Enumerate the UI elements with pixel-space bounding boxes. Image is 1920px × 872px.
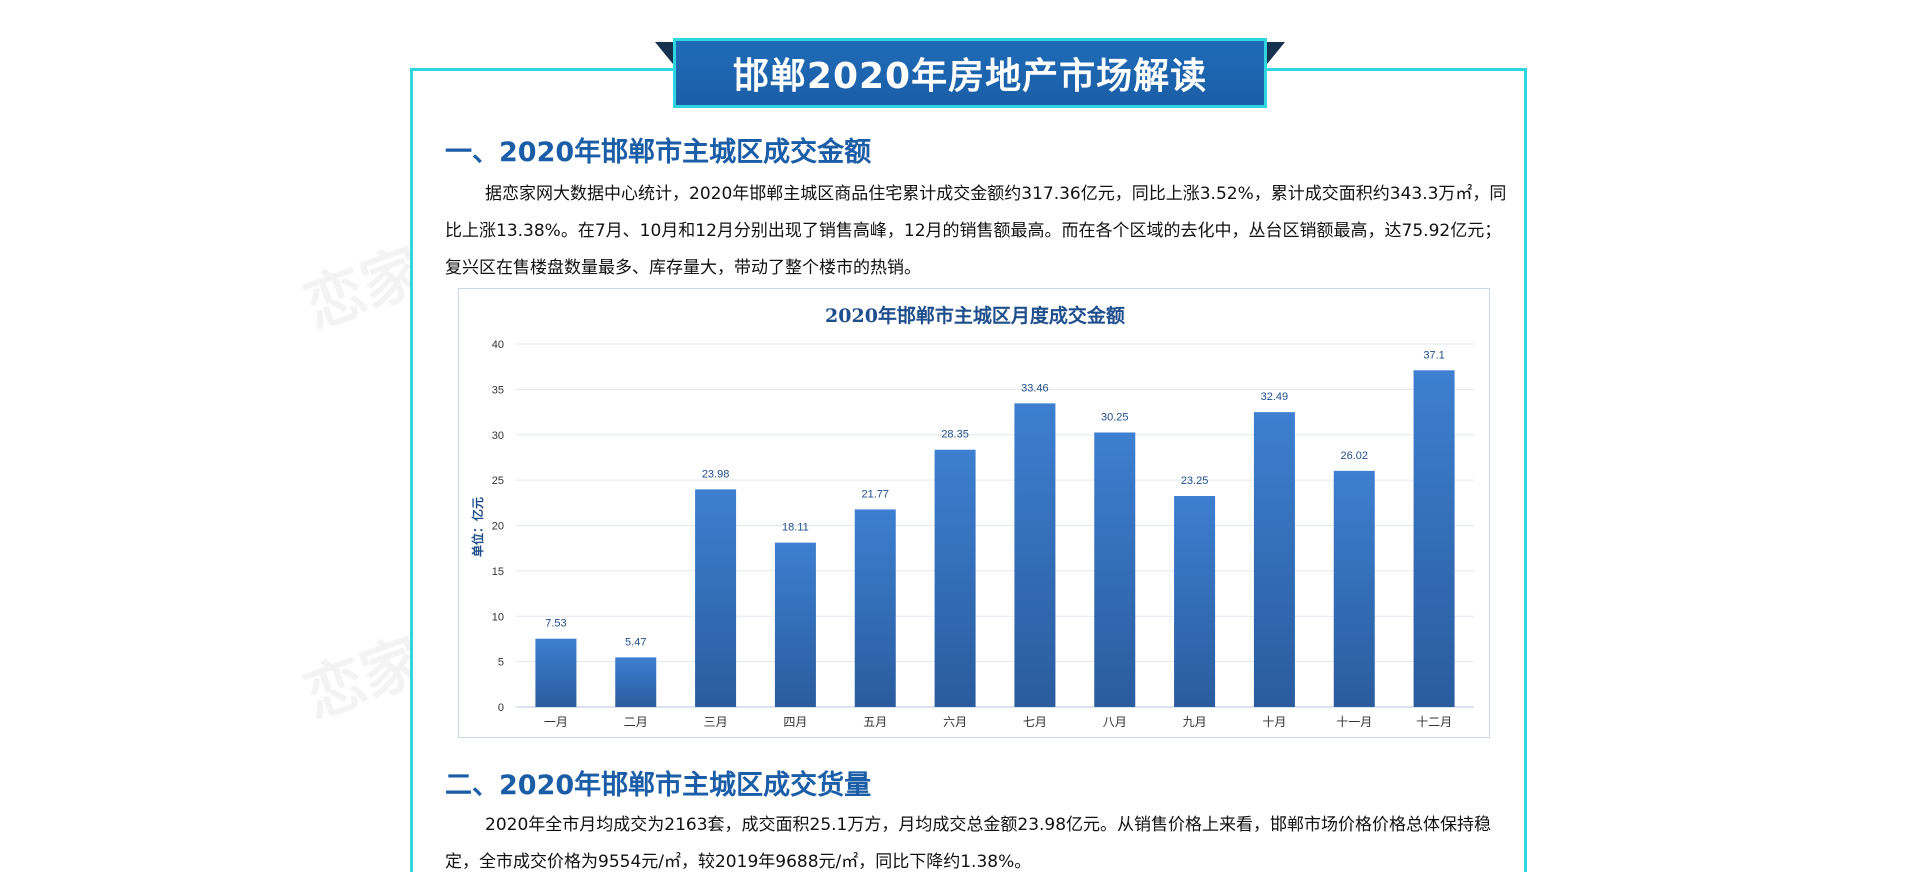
- chart-gridlines: [516, 343, 1474, 708]
- x-tick-label: 五月: [863, 715, 887, 729]
- x-tick-label: 十二月: [1416, 715, 1452, 729]
- chart-title: 2020年邯郸市主城区月度成交金额: [825, 304, 1125, 327]
- bar: [774, 542, 816, 707]
- x-tick-label: 七月: [1023, 715, 1047, 729]
- bar-value-label: 23.98: [702, 468, 730, 480]
- bar-value-label: 30.25: [1101, 411, 1129, 423]
- chart-y-axis-label: 单位：亿元: [470, 497, 485, 557]
- chart-value-labels: 7.53 5.47 23.98 18.11 21.77 28.35 33.46 30.25 23…: [545, 349, 1445, 648]
- y-tick-label: 30: [492, 430, 504, 442]
- monthly-amount-chart: 2020年邯郸市主城区月度成交金额 单位：亿元 0 5 10 15 20 25 30 35 40…: [458, 288, 1490, 738]
- bar-value-label: 33.46: [1021, 382, 1049, 394]
- x-tick-label: 三月: [704, 715, 728, 729]
- y-tick-label: 40: [492, 339, 504, 351]
- y-tick-label: 5: [498, 657, 504, 669]
- x-tick-label: 八月: [1103, 715, 1127, 729]
- title-banner: 邯郸2020年房地产市场解读: [655, 38, 1285, 108]
- x-tick-label: 九月: [1183, 715, 1207, 729]
- bar: [1174, 496, 1216, 707]
- bar-value-label: 26.02: [1340, 450, 1368, 462]
- y-tick-label: 15: [492, 566, 504, 578]
- x-tick-label: 六月: [943, 715, 967, 729]
- chart-svg: 2020年邯郸市主城区月度成交金额 单位：亿元 0 5 10 15 20 25 30 35 40…: [470, 304, 1474, 729]
- bar-value-label: 18.11: [782, 522, 809, 534]
- page-title: 邯郸2020年房地产市场解读: [673, 38, 1267, 108]
- x-tick-label: 十月: [1262, 715, 1286, 729]
- bar-value-label: 7.53: [545, 618, 566, 630]
- y-tick-label: 25: [492, 475, 504, 487]
- section-heading-volume: 二、2020年邯郸市主城区成交货量: [445, 770, 872, 801]
- y-tick-label: 0: [498, 702, 504, 714]
- y-tick-label: 20: [492, 521, 504, 533]
- bar: [854, 509, 896, 707]
- chart-y-ticks: 0 5 10 15 20 25 30 35 40: [492, 339, 504, 714]
- bar-value-label: 21.77: [861, 488, 889, 500]
- bar-value-label: 23.25: [1181, 475, 1209, 487]
- chart-bars: [535, 370, 1455, 707]
- bar: [1413, 370, 1455, 707]
- bar-value-label: 28.35: [941, 429, 969, 441]
- x-tick-label: 二月: [624, 715, 648, 729]
- x-tick-label: 四月: [783, 715, 807, 729]
- bar: [1094, 432, 1136, 707]
- bar: [615, 657, 657, 707]
- section-body-amount: 据恋家网大数据中心统计，2020年邯郸主城区商品住宅累计成交金额约317.36亿…: [445, 184, 1507, 278]
- y-tick-label: 35: [492, 384, 504, 396]
- bar: [934, 449, 976, 707]
- bar-value-label: 5.47: [625, 636, 646, 648]
- bar: [695, 489, 737, 707]
- x-tick-label: 一月: [544, 715, 568, 729]
- banner-ear-left: [655, 42, 673, 64]
- section-heading-amount: 一、2020年邯郸市主城区成交金额: [445, 137, 872, 168]
- banner-ear-right: [1267, 42, 1285, 64]
- bar-value-label: 37.1: [1423, 349, 1444, 361]
- x-tick-label: 十一月: [1336, 715, 1372, 729]
- bar-value-label: 32.49: [1261, 391, 1289, 403]
- section-body-volume: 2020年全市月均成交为2163套，成交面积25.1万方，月均成交总金额23.9…: [445, 815, 1492, 872]
- y-tick-label: 10: [492, 611, 504, 623]
- bar: [1253, 412, 1295, 707]
- bar: [1333, 470, 1375, 707]
- chart-x-ticks: 一月 二月 三月 四月 五月 六月 七月 八月 九月 十月 十一月 十二月: [544, 715, 1452, 729]
- bar: [1014, 403, 1056, 707]
- bar: [535, 638, 577, 707]
